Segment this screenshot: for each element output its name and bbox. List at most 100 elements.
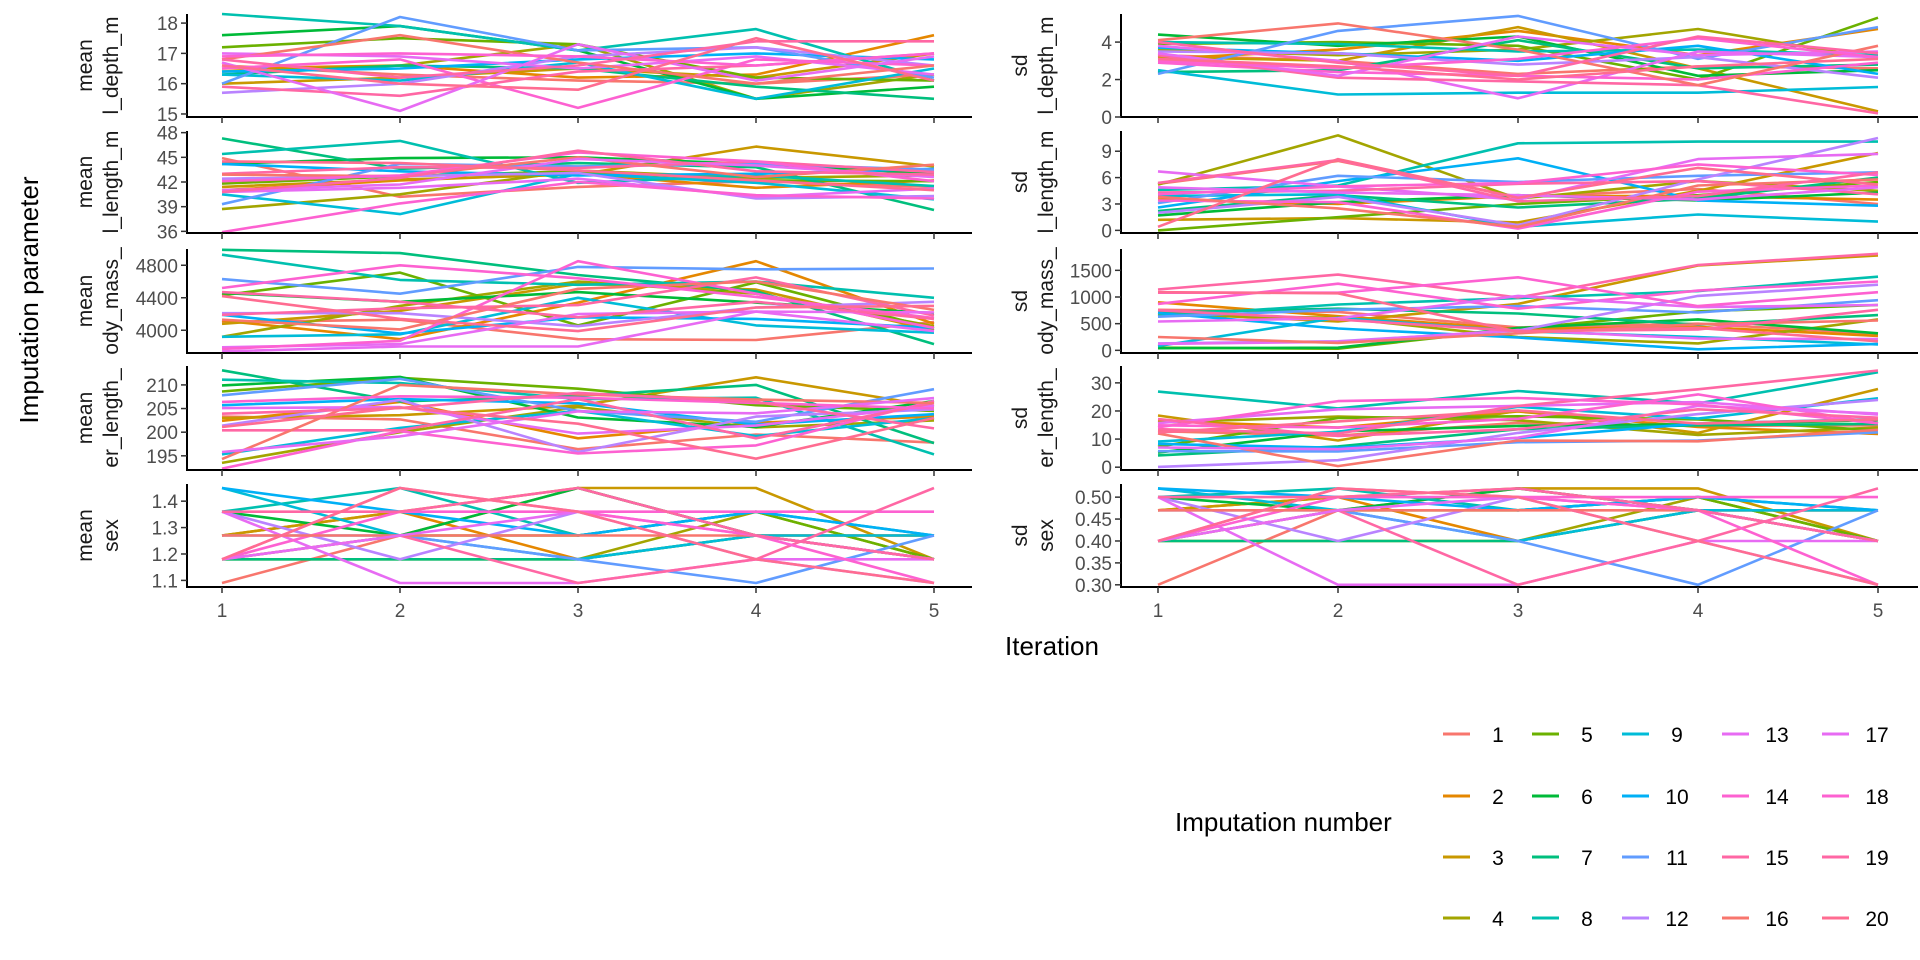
series-line-imputation-13 (221, 310, 935, 349)
series-line-imputation-13 (221, 177, 935, 199)
series-line-imputation-14 (1157, 280, 1879, 311)
series-line-imputation-3 (221, 375, 935, 420)
y-tick-label: 20 (1091, 402, 1112, 423)
facet-strip-label: sd ody_mass_ (1009, 247, 1058, 355)
legend-item-19: 19 (1822, 847, 1889, 870)
y-tick-label: 0.30 (1075, 576, 1112, 597)
legend-label: 12 (1665, 908, 1688, 931)
legend-item-4: 4 (1443, 908, 1504, 931)
series-line-imputation-1 (221, 318, 935, 342)
x-tick-label: 5 (929, 601, 940, 622)
y-tick-label: 500 (1080, 315, 1112, 336)
series-line-imputation-10 (1157, 311, 1879, 351)
legend-item-18: 18 (1822, 786, 1889, 809)
facet-strip-label: mean ody_mass_ (74, 247, 123, 355)
series-line-imputation-14 (1157, 184, 1879, 230)
series-line-imputation-8 (1157, 487, 1879, 512)
series-lines (221, 486, 935, 585)
y-tick-label: 45 (157, 148, 178, 169)
facet-strip-line: sd (1009, 407, 1032, 429)
series-line-imputation-20 (1157, 409, 1879, 434)
series-line-imputation-19 (1158, 487, 1879, 543)
x-tick-label: 4 (1693, 601, 1704, 622)
legend-label: 8 (1581, 908, 1593, 931)
y-tick-label: 0.50 (1075, 488, 1112, 509)
y-tick-label: 0 (1101, 108, 1112, 129)
series-line-imputation-15 (1157, 252, 1879, 299)
series-line-imputation-11 (221, 265, 935, 296)
facet-strip-label: mean l_length_m (74, 131, 123, 234)
series-line-imputation-7 (1157, 307, 1879, 327)
y-tick-label: 1.3 (152, 519, 178, 540)
legend-item-17: 17 (1822, 724, 1889, 747)
series-lines (1157, 14, 1879, 115)
legend-item-13: 13 (1722, 724, 1789, 747)
series-line-imputation-16 (1157, 178, 1879, 229)
series-line-imputation-16 (1157, 22, 1879, 87)
series-line-imputation-19 (1157, 158, 1879, 203)
y-tick-label: 1.1 (152, 571, 178, 592)
legend-label: 16 (1765, 908, 1788, 931)
series-lines (1157, 487, 1879, 587)
legend-item-8: 8 (1532, 908, 1593, 931)
series-line-imputation-10 (221, 52, 935, 73)
facet-strip-line: mean (74, 275, 97, 328)
series-line-imputation-19 (1157, 35, 1879, 78)
series-line-imputation-18 (1157, 396, 1879, 429)
series-line-imputation-3 (1157, 25, 1879, 113)
y-tick-label: 15 (157, 105, 178, 126)
x-tick-label: 5 (1873, 601, 1884, 622)
facet-strip-label: mean er_length_ (74, 368, 123, 468)
series-line-imputation-14 (221, 180, 935, 234)
series-line-imputation-20 (221, 294, 935, 333)
series-line-imputation-20 (221, 406, 935, 461)
series-line-imputation-8 (1157, 370, 1879, 410)
series-line-imputation-11 (221, 15, 935, 85)
legend-label: 7 (1581, 847, 1593, 870)
legend-label: 13 (1765, 724, 1788, 747)
panel-sd-bill-length: 0 3 6 9 sd l_length_m (1009, 131, 1918, 242)
series-line-imputation-18 (221, 263, 935, 320)
series-line-imputation-18 (221, 394, 935, 410)
series-line-imputation-20 (1157, 290, 1879, 343)
series-line-imputation-14 (221, 399, 935, 470)
y-tick-label: 4800 (136, 256, 178, 277)
y-tick-label: 0.35 (1075, 554, 1112, 575)
x-tick-label: 1 (1153, 601, 1164, 622)
panel-mean-sex: 1.1 1.2 1.3 1.4 1 2 3 4 5 mean sex (74, 484, 972, 622)
legend-item-16: 16 (1722, 908, 1789, 931)
series-line-imputation-19 (221, 391, 935, 430)
legend-label: 20 (1865, 908, 1888, 931)
y-tick-label: 0 (1101, 341, 1112, 362)
legend-item-11: 11 (1622, 847, 1688, 870)
series-line-imputation-17 (1157, 186, 1879, 201)
series-line-imputation-20 (1157, 57, 1879, 81)
legend-item-9: 9 (1622, 724, 1683, 747)
legend-item-14: 14 (1722, 786, 1789, 809)
series-line-imputation-8 (221, 253, 935, 300)
facet-strip-line: er_length_ (1035, 368, 1058, 468)
facet-strip-line: sex (1035, 519, 1058, 552)
series-line-imputation-11 (1157, 298, 1879, 318)
series-lines (221, 137, 935, 234)
series-line-imputation-18 (1157, 36, 1879, 70)
legend-label: 3 (1492, 847, 1504, 870)
y-tick-label: 3 (1101, 195, 1112, 216)
legend-label: 9 (1671, 724, 1683, 747)
facet-strip-line: sd (1009, 524, 1032, 546)
series-line-imputation-15 (221, 160, 935, 176)
y-tick-label: 0 (1101, 221, 1112, 242)
series-line-imputation-15 (1157, 53, 1879, 115)
facet-strip-line: mean (74, 509, 97, 562)
y-tick-label: 17 (157, 44, 178, 65)
series-line-imputation-9 (221, 296, 935, 339)
series-line-imputation-19 (1157, 407, 1879, 438)
facet-strip-label: sd l_length_m (1009, 131, 1058, 234)
facet-strip-line: ody_mass_ (100, 247, 123, 355)
facet-strip-label: mean l_depth_m (74, 16, 123, 114)
series-line-imputation-15 (222, 397, 935, 440)
panel-sd-sex: 0.300.350.400.450.50 1 2 3 4 5 sd sex (1009, 484, 1918, 622)
series-line-imputation-8 (1157, 140, 1878, 192)
series-line-imputation-20 (221, 36, 935, 91)
facet-strip-line: sd (1009, 171, 1032, 193)
